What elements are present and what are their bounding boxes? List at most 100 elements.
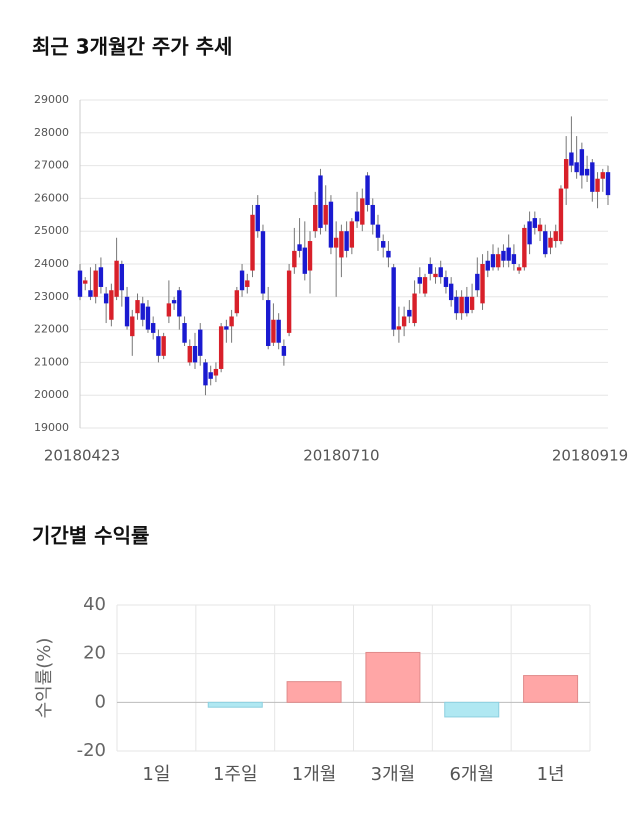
candle-body — [255, 204, 260, 232]
y-axis-label: 수익률(%) — [34, 638, 55, 719]
bar — [523, 675, 579, 703]
candle-body — [109, 290, 114, 320]
y-tick-label: 23000 — [34, 290, 69, 303]
candle-body — [161, 336, 166, 356]
y-tick-label: 20000 — [34, 388, 69, 401]
y-tick-label: 20 — [83, 643, 106, 664]
candle-body — [182, 323, 187, 343]
candle-body — [401, 316, 407, 327]
candle-body — [98, 267, 104, 287]
candle-body — [370, 204, 375, 225]
y-tick-label: 27000 — [34, 159, 69, 172]
candle-body — [522, 227, 527, 268]
x-tick-label: 1개월 — [292, 764, 337, 785]
candle-body — [490, 254, 496, 268]
bar — [365, 651, 421, 703]
y-tick-label: 25000 — [34, 224, 69, 237]
y-tick-label: 22000 — [34, 323, 69, 336]
candle-body — [600, 172, 605, 179]
candle-body — [407, 309, 412, 317]
x-tick-label: 20180423 — [44, 447, 120, 465]
returns-title: 기간별 수익률 — [32, 524, 149, 548]
candle-body — [548, 237, 553, 248]
y-tick-label: 40 — [83, 594, 106, 615]
candle-body — [271, 319, 276, 343]
candle-body — [245, 280, 250, 287]
candle-body — [250, 214, 255, 271]
candle-body — [323, 204, 328, 225]
candle-body — [208, 372, 213, 379]
y-tick-label: 24000 — [34, 257, 69, 270]
candle-body — [203, 362, 208, 386]
candle-body — [171, 300, 177, 304]
candle-body — [365, 175, 370, 205]
candle-body — [150, 323, 156, 333]
candle-body — [354, 211, 360, 222]
candle-body — [605, 172, 611, 196]
candle-body — [422, 277, 428, 294]
candle-body — [140, 303, 145, 320]
candle-body — [485, 260, 490, 271]
candle-body — [501, 250, 506, 261]
candle-body — [438, 267, 443, 278]
candle-body — [192, 346, 198, 363]
candle-body — [574, 162, 579, 173]
candle-body — [569, 152, 574, 166]
candle-body — [103, 293, 109, 304]
candle-body — [93, 270, 98, 297]
candle-body — [198, 329, 203, 356]
candle-body — [239, 270, 245, 291]
candle-body — [558, 188, 564, 242]
candle-body — [537, 224, 543, 232]
candle-body — [584, 168, 590, 176]
x-tick-label: 1일 — [142, 764, 170, 785]
y-tick-label: 29000 — [34, 93, 69, 106]
candle-body — [459, 296, 464, 314]
x-tick-label: 1년 — [537, 764, 565, 785]
candle-body — [119, 264, 125, 291]
candle-body — [475, 273, 480, 291]
candle-body — [464, 296, 470, 314]
candle-body — [396, 326, 402, 330]
bar — [286, 681, 342, 703]
candle-body — [344, 231, 349, 251]
candle-body — [563, 159, 569, 189]
candle-body — [480, 264, 485, 304]
candle-body — [454, 296, 459, 314]
candle-body — [511, 254, 517, 264]
candle-body — [224, 326, 229, 330]
candle-body — [213, 368, 219, 376]
candle-body — [595, 178, 600, 192]
candle-body — [328, 201, 334, 248]
candle-body — [469, 296, 475, 310]
candle-body — [292, 250, 297, 268]
y-tick-label: 21000 — [34, 355, 69, 368]
candle-body — [381, 241, 386, 248]
candle-body — [391, 267, 396, 330]
candle-body — [506, 247, 511, 261]
y-tick-label: 28000 — [34, 126, 69, 139]
bar — [207, 701, 263, 708]
candle-body — [543, 231, 548, 255]
candle-body — [433, 273, 438, 278]
x-tick-label: 3개월 — [371, 764, 416, 785]
candle-body — [297, 244, 302, 251]
candle-body — [286, 270, 292, 333]
candle-body — [88, 290, 93, 297]
candle-body — [360, 198, 365, 225]
candle-body — [333, 237, 339, 248]
candle-body — [145, 306, 151, 330]
candle-body — [281, 346, 287, 356]
candle-body — [83, 280, 88, 284]
y-tick-label: 0 — [95, 691, 106, 712]
candle-body — [428, 264, 433, 274]
candle-body — [218, 326, 224, 369]
candle-body — [579, 149, 585, 176]
candle-body — [516, 267, 522, 271]
candle-body — [234, 290, 240, 314]
candle-body — [448, 283, 454, 301]
candle-body — [302, 247, 307, 274]
candle-body — [318, 175, 323, 228]
x-tick-label: 20180919 — [552, 447, 628, 465]
